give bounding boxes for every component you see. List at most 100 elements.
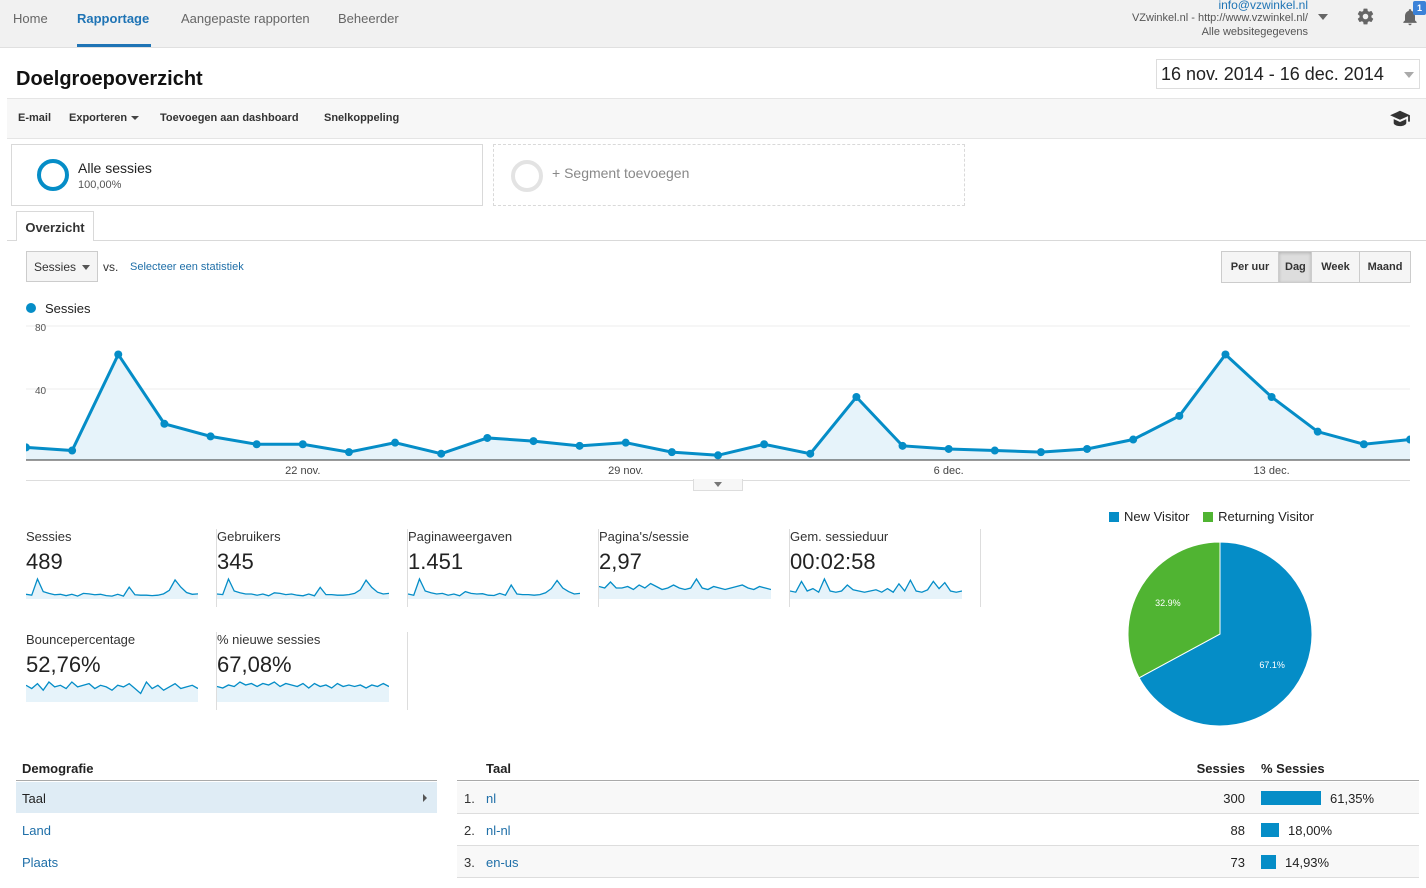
segment-percentage: 100,00% (78, 179, 122, 191)
chevron-down-icon[interactable] (1318, 14, 1328, 20)
data-point[interactable] (1036, 448, 1045, 457)
data-point[interactable] (667, 448, 676, 457)
sparkline-area (408, 579, 580, 599)
metric-card-new-sessions[interactable]: % nieuwe sessies 67,08% (217, 632, 408, 710)
pie-slice-label: 32.9% (1155, 598, 1181, 608)
row-language-link[interactable]: en-us (486, 855, 519, 870)
legend-new-visitor[interactable]: New Visitor (1124, 509, 1190, 524)
series-area (26, 354, 1410, 460)
column-header-sessions[interactable]: Sessies (1196, 761, 1245, 776)
data-point[interactable] (1267, 393, 1276, 401)
data-point[interactable] (1129, 435, 1138, 444)
tab-overview[interactable]: Overzicht (16, 211, 94, 241)
data-point[interactable] (206, 432, 215, 441)
series-legend-dot (26, 303, 36, 313)
segment-ring-icon (37, 159, 69, 191)
data-point[interactable] (26, 443, 30, 452)
granularity-month-button[interactable]: Maand (1360, 252, 1410, 282)
row-pct: 61,35% (1330, 791, 1375, 806)
divider (7, 98, 1426, 99)
chart-collapse-toggle[interactable] (693, 479, 743, 491)
visitor-type-pie-chart[interactable]: 67.1% 32.9% (1120, 534, 1320, 734)
add-segment-button[interactable]: + Segment toevoegen (493, 144, 965, 206)
data-point[interactable] (714, 451, 722, 460)
nav-custom-reports[interactable]: Aangepaste rapporten (181, 11, 310, 26)
sparkline-line (408, 577, 580, 597)
demographics-item-label[interactable]: Plaats (22, 855, 59, 870)
data-point[interactable] (160, 419, 169, 428)
segment-all-sessions[interactable]: Alle sessies 100,00% (11, 144, 483, 206)
date-range-picker[interactable]: 16 nov. 2014 - 16 dec. 2014 (1156, 59, 1420, 89)
metric-card-avg-session-duration[interactable]: Gem. sessieduur 00:02:58 (790, 529, 981, 607)
metric-card-pageviews[interactable]: Paginaweergaven 1.451 (408, 529, 599, 607)
shortcut-button[interactable]: Snelkoppeling (324, 112, 400, 124)
demographics-item-label[interactable]: Land (22, 823, 51, 838)
email-button[interactable]: E-mail (18, 112, 52, 124)
data-point[interactable] (944, 444, 953, 453)
data-point[interactable] (298, 440, 307, 449)
column-header-pct-sessions[interactable]: % Sessies (1261, 761, 1325, 776)
nav-admin[interactable]: Beheerder (338, 11, 399, 26)
nav-reporting[interactable]: Rapportage (77, 11, 150, 26)
pie-slice-returning-visitor[interactable] (1127, 541, 1221, 679)
export-button[interactable]: Exporteren (69, 112, 140, 124)
chevron-down-icon (82, 265, 90, 270)
demographics-item-country[interactable]: Land (16, 814, 437, 846)
nav-home[interactable]: Home (13, 11, 48, 26)
data-point[interactable] (760, 440, 769, 449)
data-point[interactable] (1083, 444, 1092, 453)
data-point[interactable] (529, 437, 538, 446)
data-point[interactable] (437, 449, 446, 458)
data-point[interactable] (483, 433, 492, 442)
metric-card-users[interactable]: Gebruikers 345 (217, 529, 408, 607)
sparkline-line (26, 577, 198, 597)
series-legend-label: Sessies (45, 301, 91, 316)
chevron-right-icon (423, 794, 427, 802)
chevron-down-icon (131, 116, 140, 121)
data-point[interactable] (806, 449, 815, 458)
metric-value: 489 (26, 549, 63, 574)
data-point[interactable] (852, 393, 861, 401)
demographics-item-city[interactable]: Plaats (16, 846, 437, 878)
add-to-dashboard-button[interactable]: Toevoegen aan dashboard (160, 112, 299, 124)
metric-card-pages-per-session[interactable]: Pagina's/sessie 2,97 (599, 529, 790, 607)
data-point[interactable] (1313, 427, 1322, 436)
row-language-link[interactable]: nl-nl (486, 823, 511, 838)
granularity-hourly-button[interactable]: Per uur (1222, 252, 1279, 282)
metric-card-bounce-rate[interactable]: Bouncepercentage 52,76% (26, 632, 217, 710)
data-point[interactable] (114, 350, 123, 359)
pie-slice-new-visitor[interactable] (1138, 541, 1313, 727)
metric-label: Bouncepercentage (26, 632, 136, 647)
data-point[interactable] (898, 441, 907, 450)
data-point[interactable] (1359, 440, 1368, 449)
data-point[interactable] (990, 446, 999, 455)
data-point[interactable] (344, 448, 353, 457)
data-point[interactable] (1221, 350, 1230, 359)
demographics-item-language[interactable]: Taal (16, 782, 437, 814)
row-language-link[interactable]: nl (486, 791, 497, 806)
data-point[interactable] (575, 441, 584, 450)
sessions-line-chart[interactable]: 40 80 22 nov. 29 nov. 6 dec. 13 dec. (26, 320, 1410, 480)
data-point[interactable] (1406, 435, 1410, 444)
gear-icon[interactable] (1356, 7, 1375, 26)
account-email[interactable]: info@vzwinkel.nl (1218, 0, 1308, 12)
account-view[interactable]: Alle websitegegevens (1201, 26, 1308, 38)
sparkline-line (217, 681, 389, 689)
data-point[interactable] (391, 438, 400, 447)
data-point[interactable] (68, 446, 77, 455)
demographics-item-label: Taal (22, 791, 46, 806)
select-statistic-link[interactable]: Selecteer een statistiek (130, 261, 244, 273)
granularity-week-button[interactable]: Week (1312, 252, 1360, 282)
row-sessions: 73 (1230, 855, 1245, 870)
legend-returning-visitor[interactable]: Returning Visitor (1218, 509, 1315, 524)
page-title: Doelgroepoverzicht (16, 68, 203, 90)
metric-select[interactable]: Sessies (26, 251, 98, 282)
metric-card-sessions[interactable]: Sessies 489 (26, 529, 217, 607)
data-point[interactable] (1175, 411, 1184, 420)
column-header-language[interactable]: Taal (486, 761, 512, 776)
granularity-day-button[interactable]: Dag (1279, 252, 1312, 282)
data-point[interactable] (621, 438, 630, 447)
data-point[interactable] (252, 440, 261, 449)
account-property[interactable]: VZwinkel.nl - http://www.vzwinkel.nl/ (1131, 12, 1308, 24)
graduation-cap-icon[interactable] (1389, 109, 1411, 127)
